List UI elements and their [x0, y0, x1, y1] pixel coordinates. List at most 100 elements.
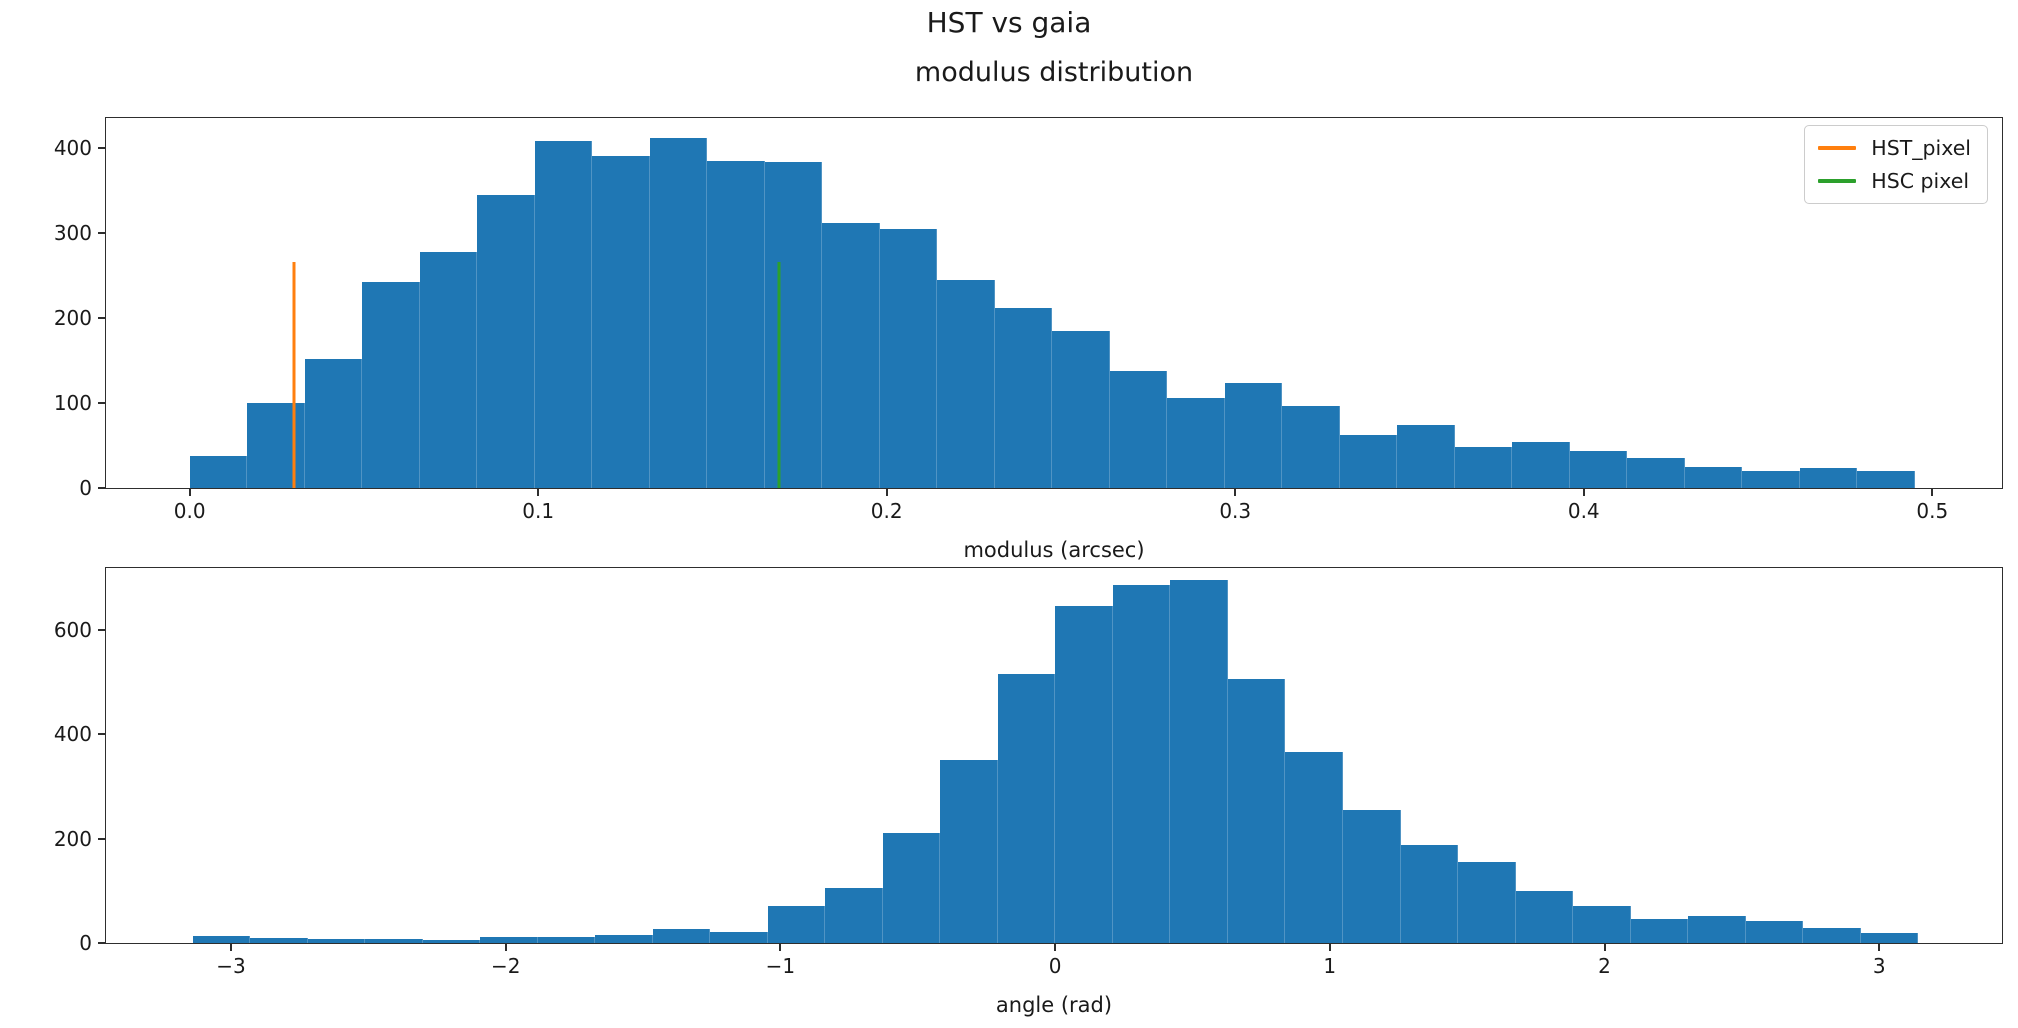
top-chart-title: modulus distribution [914, 57, 1194, 88]
histogram-bar [710, 931, 768, 943]
x-tick-label: 2 [1598, 954, 1611, 978]
histogram-bar [1745, 921, 1804, 943]
y-tick-label: 400 [53, 722, 92, 747]
histogram-bar [365, 938, 423, 943]
histogram-bar [1282, 406, 1340, 488]
y-tick-mark [98, 231, 106, 234]
histogram-bar [1339, 435, 1398, 488]
x-tick-label: 0.0 [173, 499, 206, 523]
legend-entry: HSC pixel [1818, 169, 1971, 193]
x-tick-label: −2 [490, 954, 521, 978]
histogram-bar [362, 282, 420, 488]
histogram-bar [1857, 471, 1915, 488]
histogram-bar [1167, 397, 1225, 488]
histogram-bar [825, 888, 883, 943]
x-tick-label: −3 [216, 954, 246, 978]
histogram-bar [1688, 915, 1746, 943]
histogram-bar [1400, 845, 1459, 943]
x-tick-mark [1328, 943, 1331, 951]
histogram-bar [1569, 451, 1628, 488]
x-tick-mark [229, 943, 232, 951]
x-tick-mark [1603, 943, 1606, 951]
legend-label: HST_pixel [1871, 136, 1971, 160]
histogram-bar [940, 760, 998, 943]
y-tick-mark [98, 487, 106, 489]
x-tick-label: 0.4 [1567, 499, 1600, 523]
histogram-bar [1458, 861, 1516, 943]
y-tick-label: 600 [53, 617, 92, 642]
histogram-bar [592, 156, 650, 488]
histogram-bar [1055, 606, 1113, 943]
y-tick-mark [98, 837, 106, 840]
x-tick-mark [1931, 488, 1934, 496]
histogram-bar [1052, 330, 1110, 488]
histogram-bar [537, 936, 596, 943]
histogram-bar [1227, 679, 1286, 943]
hsc-pixel-line [777, 261, 781, 488]
histogram-bar [247, 402, 305, 488]
histogram-bar [997, 674, 1056, 943]
x-tick-mark [1234, 488, 1237, 496]
hsc-pixel-legend-line-icon [1818, 179, 1857, 183]
y-tick-mark [98, 316, 106, 319]
x-tick-label: −1 [765, 954, 796, 978]
y-tick-mark [98, 628, 106, 631]
histogram-bar [1627, 458, 1685, 488]
figure-suptitle: HST vs gaia [926, 6, 1092, 39]
x-axis-label: modulus (arcsec) [963, 538, 1145, 562]
histogram-bar [649, 137, 708, 488]
histogram-bar [882, 833, 941, 943]
x-tick-mark [1582, 488, 1585, 496]
histogram-bar [1285, 752, 1343, 943]
histogram-bar [307, 938, 366, 943]
x-tick-mark [1878, 943, 1881, 951]
histogram-bar [1630, 918, 1689, 943]
hst-pixel-legend-line-icon [1818, 146, 1857, 150]
histogram-bar [250, 937, 308, 943]
histogram-bar [1454, 447, 1513, 488]
histogram-bar [304, 358, 363, 488]
x-tick-label: 0.3 [1219, 499, 1252, 523]
y-tick-label: 200 [53, 305, 92, 330]
legend-entry: HST_pixel [1818, 136, 1971, 160]
x-tick-label: 0.5 [1916, 499, 1949, 523]
histogram-bar [192, 936, 251, 943]
x-tick-mark [188, 488, 191, 496]
histogram-bar [707, 160, 765, 488]
histogram-bar [189, 455, 248, 488]
histogram-bar [1512, 442, 1570, 488]
legend-label: HSC pixel [1871, 169, 1970, 193]
y-tick-label: 0 [79, 931, 92, 955]
histogram-bar [822, 222, 880, 488]
histogram-bar [1573, 906, 1631, 943]
histogram-bar [1342, 809, 1401, 943]
y-tick-label: 300 [53, 220, 92, 245]
x-tick-mark [1054, 943, 1057, 951]
histogram-bar [422, 940, 481, 943]
histogram-bar [1397, 425, 1455, 488]
y-tick-mark [98, 733, 106, 736]
x-axis-label: angle (rad) [995, 993, 1113, 1017]
y-tick-mark [98, 401, 106, 404]
x-tick-mark [885, 488, 888, 496]
y-tick-mark [98, 146, 106, 149]
histogram-bar [1515, 891, 1574, 943]
histogram-bar [767, 906, 826, 943]
histogram-bar [879, 229, 938, 488]
x-tick-mark [537, 488, 540, 496]
histogram-bar [419, 251, 478, 488]
histogram-bar [1684, 466, 1743, 488]
histogram-bar [652, 928, 711, 943]
x-tick-mark [779, 943, 782, 951]
histogram-bar [764, 162, 823, 488]
histogram-bar [1170, 580, 1228, 943]
modulus-histogram-axes: 0.0 0.1 0.2 0.3 0.4 0.5 0 100 200 300 400 modulus (… [54, 117, 2003, 562]
histogram-bar [480, 936, 538, 943]
histogram-bar [1803, 927, 1861, 943]
angle-histogram-axes: −3 −2 −1 0 1 2 3 0 200 400 600 angle (rad) [54, 567, 2003, 1017]
histogram-bar [1112, 585, 1171, 943]
histogram-bar [1860, 932, 1919, 943]
y-tick-mark [98, 942, 106, 944]
histogram-bar [1742, 471, 1800, 488]
